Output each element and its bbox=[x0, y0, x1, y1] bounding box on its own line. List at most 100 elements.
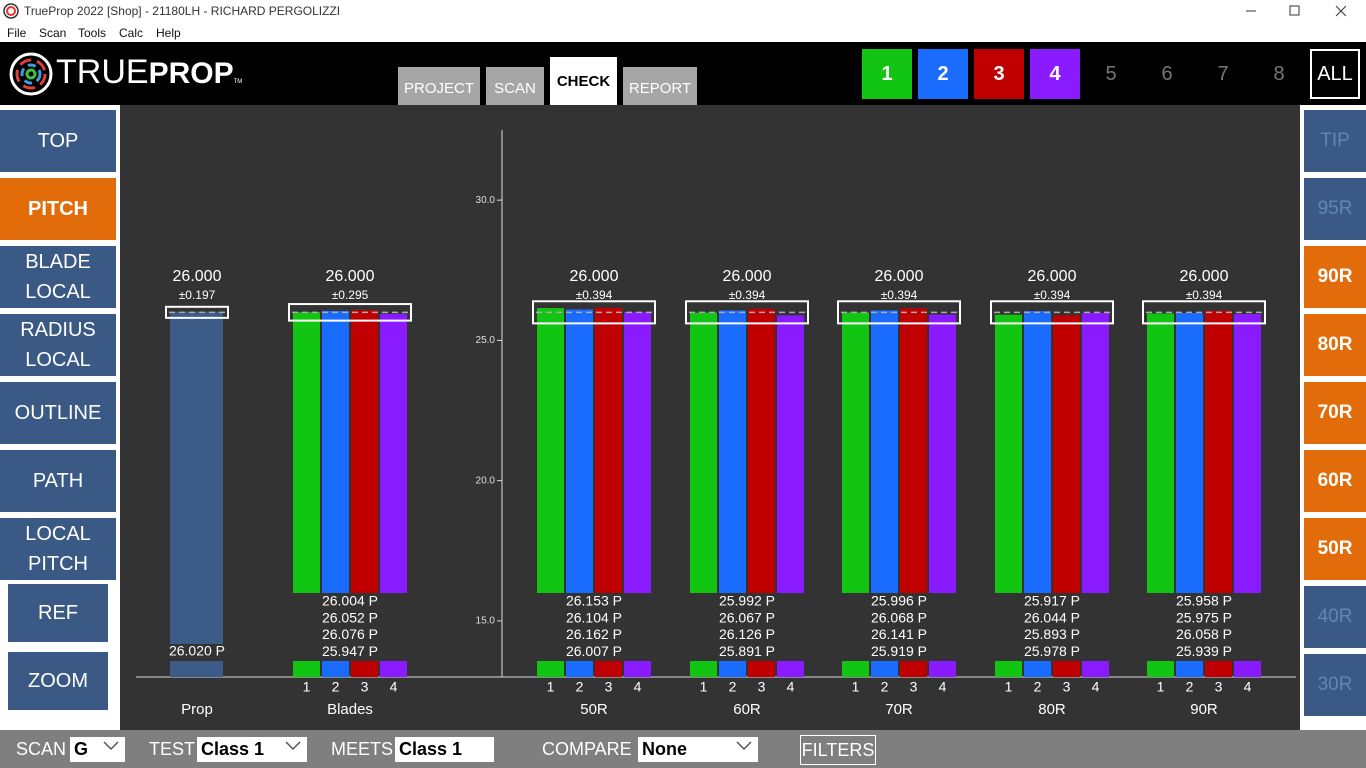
title-bar bbox=[0, 0, 1366, 22]
blade-button[interactable]: 4 bbox=[1030, 49, 1080, 99]
nominal-label: 26.000 bbox=[723, 268, 772, 285]
radius-button[interactable]: 70R bbox=[1304, 382, 1366, 444]
field-box[interactable]: Class 1 bbox=[395, 737, 494, 762]
blade-button[interactable]: 2 bbox=[918, 49, 968, 99]
dropdown-arrow[interactable] bbox=[736, 741, 752, 751]
tolerance-label: ±0.394 bbox=[1186, 288, 1223, 302]
group-label: 80R bbox=[1038, 701, 1066, 718]
dropdown-arrow[interactable] bbox=[285, 741, 301, 751]
nav-button[interactable]: PATH bbox=[0, 450, 116, 512]
series-label: 1 bbox=[1157, 679, 1165, 695]
blade-button[interactable]: 6 bbox=[1161, 62, 1173, 85]
series-label: 4 bbox=[634, 679, 642, 695]
blade-button[interactable]: 8 bbox=[1273, 62, 1285, 85]
value-label: 26.020 P bbox=[169, 643, 225, 659]
tolerance-box bbox=[990, 300, 1114, 325]
series-label: 1 bbox=[852, 679, 860, 695]
series-label: 2 bbox=[1034, 679, 1042, 695]
label-gap bbox=[532, 593, 656, 661]
field-box[interactable]: None bbox=[638, 737, 758, 762]
nav-button[interactable]: ZOOM bbox=[6, 650, 110, 712]
logo-right: PROP bbox=[148, 57, 234, 90]
prop-bar bbox=[170, 311, 223, 677]
field-label: SCAN bbox=[16, 739, 67, 759]
radius-button[interactable]: 40R bbox=[1304, 586, 1366, 648]
menu-item[interactable]: Help bbox=[156, 26, 181, 40]
dropdown-arrow[interactable] bbox=[103, 741, 119, 751]
tolerance-label: ±0.394 bbox=[729, 288, 766, 302]
value-label: 25.992 P bbox=[719, 593, 775, 609]
series-label: 1 bbox=[303, 679, 311, 695]
nav-button[interactable]: REF bbox=[6, 582, 110, 644]
series-label: 1 bbox=[547, 679, 555, 695]
tab[interactable]: PROJECT bbox=[398, 67, 480, 105]
tolerance-box bbox=[1142, 300, 1266, 325]
nav-button[interactable]: OUTLINE bbox=[0, 382, 116, 444]
value-label: 26.044 P bbox=[1024, 609, 1080, 625]
radius-button[interactable]: TIP bbox=[1304, 110, 1366, 172]
blade-button[interactable]: 1 bbox=[862, 49, 912, 99]
nav-button[interactable]: LOCAL PITCH bbox=[0, 518, 116, 580]
series-label: 3 bbox=[605, 679, 613, 695]
nominal-label: 26.000 bbox=[173, 268, 222, 285]
menu-item[interactable]: Tools bbox=[78, 26, 107, 40]
value-label: 25.978 P bbox=[1024, 643, 1080, 659]
tolerance-label: ±0.295 bbox=[332, 288, 369, 302]
value-label: 25.919 P bbox=[871, 643, 927, 659]
menu-item[interactable]: Scan bbox=[39, 26, 67, 40]
window-controls[interactable] bbox=[1236, 0, 1366, 22]
blade-button[interactable]: 5 bbox=[1105, 62, 1117, 85]
field-box[interactable]: Class 1 bbox=[197, 737, 307, 762]
tolerance-box bbox=[288, 303, 412, 322]
tolerance-box bbox=[532, 300, 656, 325]
series-label: 2 bbox=[576, 679, 584, 695]
value-label: 25.958 P bbox=[1176, 593, 1232, 609]
tab[interactable]: CHECK bbox=[550, 57, 617, 105]
radius-button[interactable]: 50R bbox=[1304, 518, 1366, 580]
series-label: 2 bbox=[332, 679, 340, 695]
field-label: COMPARE bbox=[542, 739, 632, 759]
nominal-label: 26.000 bbox=[875, 268, 924, 285]
series-label: 4 bbox=[1244, 679, 1252, 695]
value-label: 25.947 P bbox=[322, 643, 378, 659]
y-tick-label: 20.0 bbox=[476, 475, 496, 486]
value-label: 26.141 P bbox=[871, 626, 927, 642]
nav-button[interactable]: BLADE LOCAL bbox=[0, 246, 116, 308]
logo-text: TRUEPROPTM bbox=[56, 52, 242, 102]
series-label: 3 bbox=[910, 679, 918, 695]
nominal-label: 26.000 bbox=[570, 268, 619, 285]
value-label: 26.004 P bbox=[322, 593, 378, 609]
series-label: 3 bbox=[1063, 679, 1071, 695]
nav-button[interactable]: TOP bbox=[0, 110, 116, 172]
nominal-label: 26.000 bbox=[1028, 268, 1077, 285]
radius-button[interactable]: 80R bbox=[1304, 314, 1366, 376]
filters-button[interactable]: FILTERS bbox=[800, 735, 876, 765]
radius-button[interactable]: 95R bbox=[1304, 178, 1366, 240]
value-label: 26.068 P bbox=[871, 609, 927, 625]
label-gap bbox=[837, 593, 961, 661]
y-tick-label: 25.0 bbox=[476, 335, 496, 346]
value-label: 26.104 P bbox=[566, 609, 622, 625]
blade-button[interactable]: 3 bbox=[974, 49, 1024, 99]
radius-button[interactable]: 30R bbox=[1304, 654, 1366, 716]
menu-item[interactable]: Calc bbox=[119, 26, 144, 40]
value-label: 26.153 P bbox=[566, 593, 622, 609]
blade-button[interactable]: 7 bbox=[1217, 62, 1229, 85]
radius-button[interactable]: 90R bbox=[1304, 246, 1366, 308]
group-label: 50R bbox=[580, 701, 608, 718]
field-box[interactable]: G bbox=[70, 737, 125, 762]
nav-button[interactable]: PITCH bbox=[0, 178, 116, 240]
nav-button[interactable]: RADIUS LOCAL bbox=[0, 314, 116, 376]
radius-button[interactable]: 60R bbox=[1304, 450, 1366, 512]
menu-item[interactable]: File bbox=[7, 26, 27, 40]
label-gap bbox=[288, 593, 412, 661]
tab[interactable]: SCAN bbox=[486, 67, 544, 105]
label-gap bbox=[685, 593, 809, 661]
blade-button[interactable]: ALL bbox=[1310, 49, 1360, 99]
tolerance-box bbox=[685, 300, 809, 325]
tab[interactable]: REPORT bbox=[623, 67, 697, 105]
series-label: 3 bbox=[361, 679, 369, 695]
